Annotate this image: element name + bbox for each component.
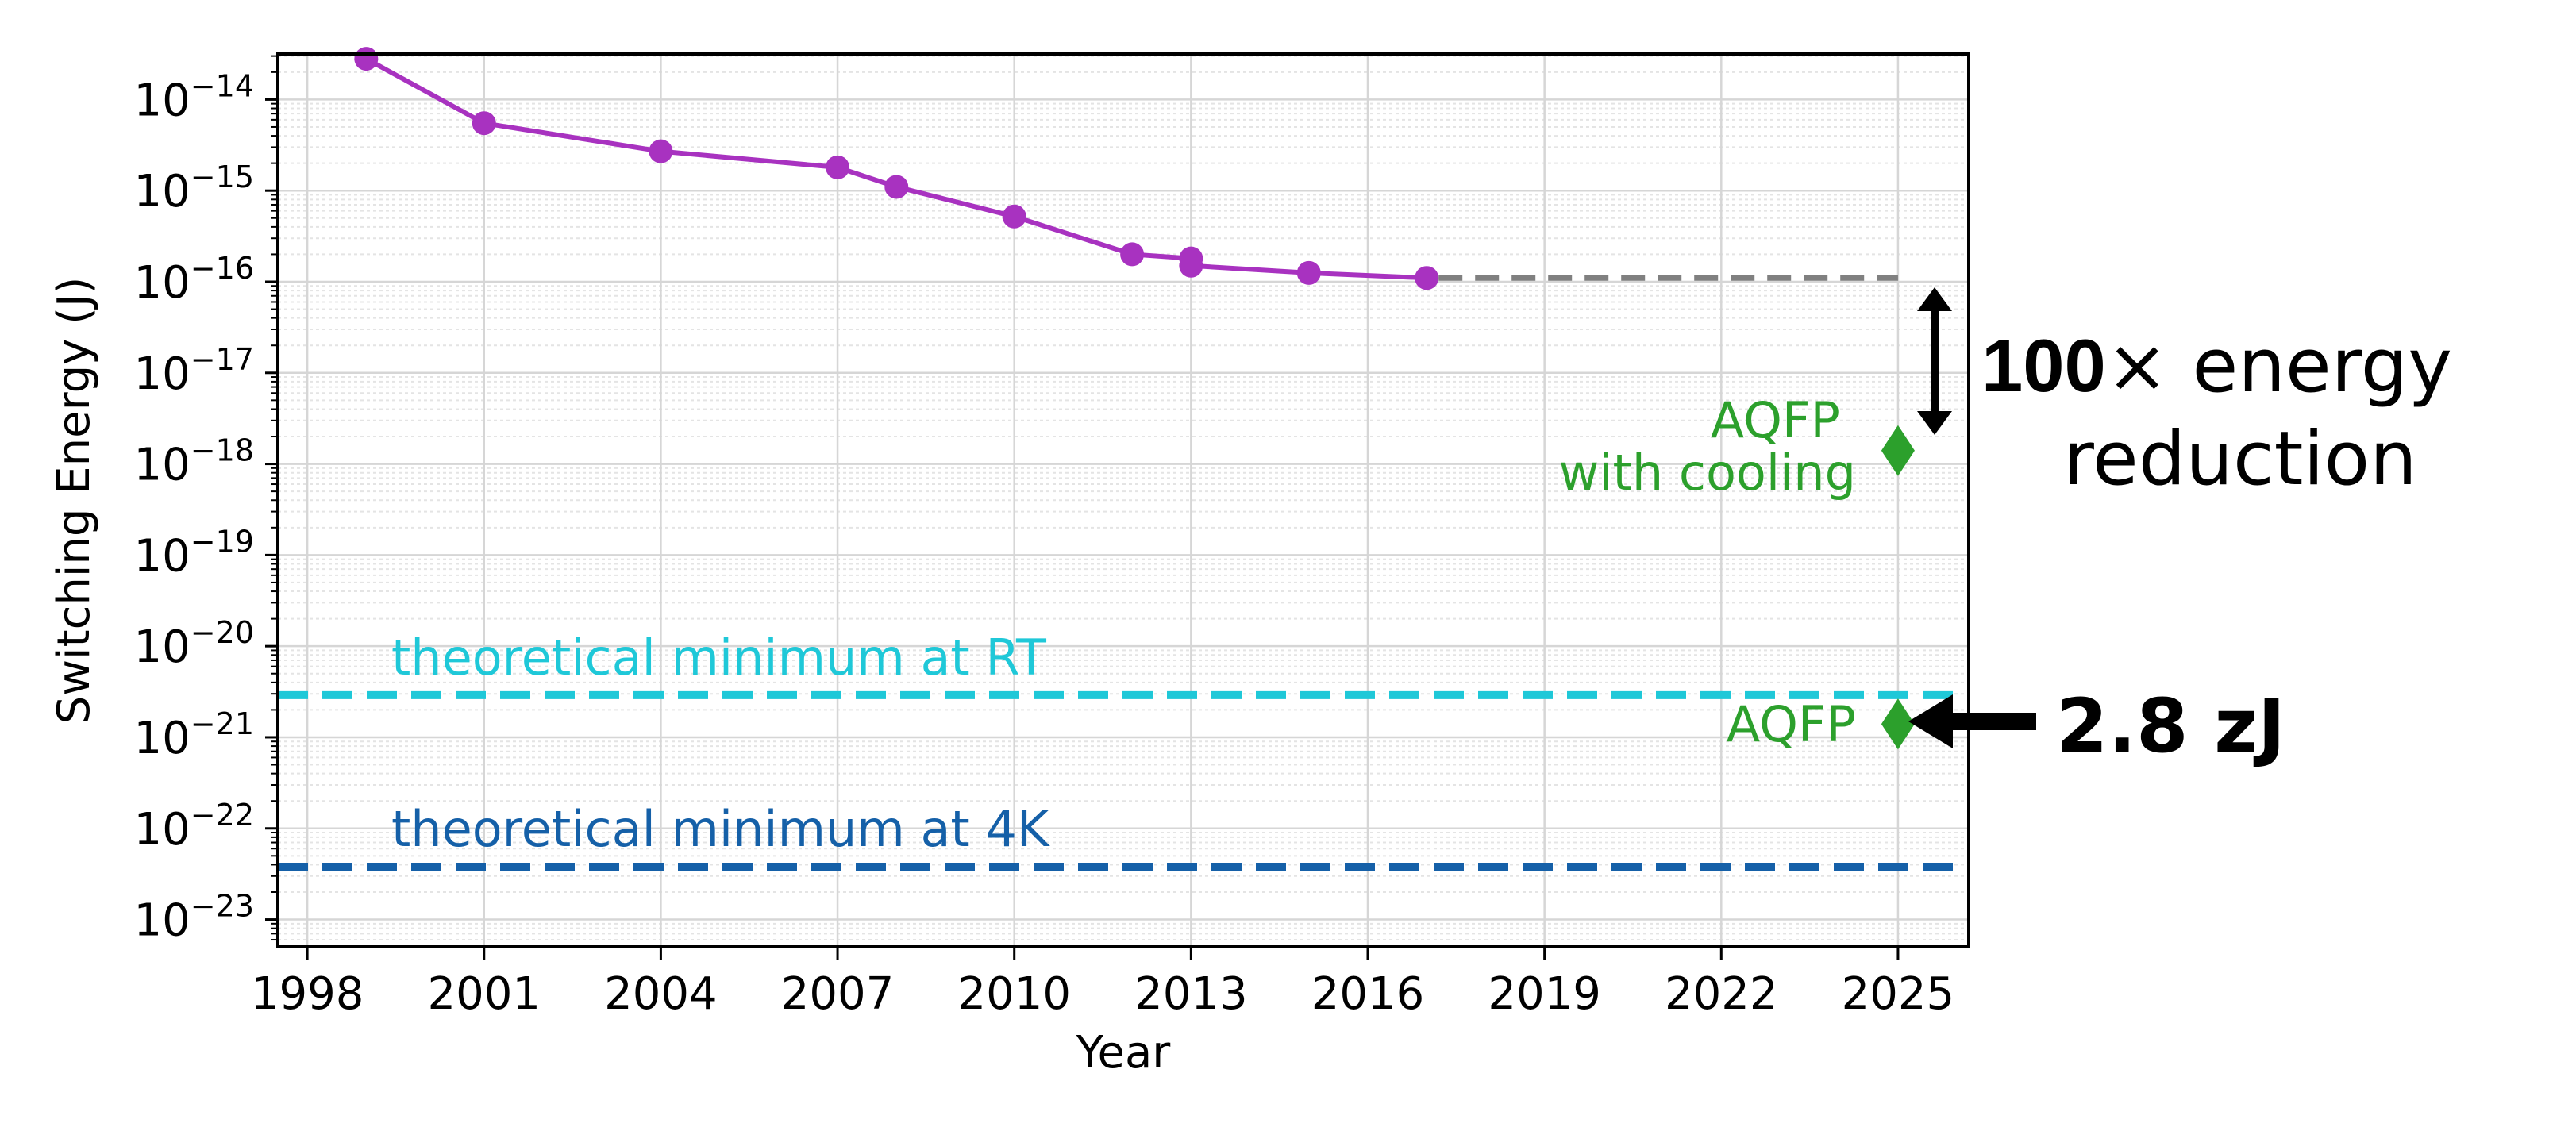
x-tick-label: 2013 xyxy=(1134,968,1248,1020)
y-tick-base: 10 xyxy=(134,804,191,856)
y-tick-exponent: −16 xyxy=(191,251,254,286)
y-tick-exponent: −20 xyxy=(191,615,254,650)
data-point xyxy=(1002,204,1026,229)
data-point xyxy=(826,155,850,179)
y-axis-label: Switching Energy (J) xyxy=(48,277,100,725)
x-tick-label: 2019 xyxy=(1488,968,1601,1020)
y-tick-base: 10 xyxy=(134,257,191,309)
aqfp-cooling-label-line2: with cooling xyxy=(1559,444,1856,502)
y-tick-label: 10−14 xyxy=(134,68,254,126)
reduction-callout: 100× energy xyxy=(1981,323,2452,410)
theoretical-minimum-lines xyxy=(278,690,1969,871)
y-tick-base: 10 xyxy=(134,621,191,673)
rt-minimum-label: theoretical minimum at RT xyxy=(391,629,1047,687)
y-tick-exponent: −15 xyxy=(191,160,254,194)
y-tick-base: 10 xyxy=(134,713,191,764)
aqfp-cooling-label-line1: AQFP xyxy=(1711,391,1840,449)
y-tick-base: 10 xyxy=(134,895,191,947)
reduction-rest: × energy xyxy=(2106,323,2452,410)
x-tick-label: 2010 xyxy=(957,968,1071,1020)
x-tick-label: 2007 xyxy=(781,968,895,1020)
series-line xyxy=(364,56,1427,281)
y-tick-label: 10−20 xyxy=(134,615,254,673)
aqfp-diamond-marker xyxy=(1881,425,1915,476)
aqfp-arrow-shaft xyxy=(1941,713,2036,730)
x-tick-label: 2004 xyxy=(604,968,718,1020)
aqfp-value-arrow xyxy=(1908,694,2036,748)
x-tick-label: 2025 xyxy=(1842,968,1955,1020)
y-tick-exponent: −19 xyxy=(191,524,254,559)
data-point xyxy=(649,139,673,163)
x-tick-label: 2001 xyxy=(427,968,541,1020)
aqfp-markers xyxy=(1881,425,1915,750)
y-tick-label: 10−16 xyxy=(134,251,254,309)
major-grid xyxy=(278,54,1969,947)
x-axis-ticks: 1998 2001 2004 2007 2010 2013 2016 2019 2022 2025 xyxy=(251,947,1954,1020)
y-tick-label: 10−19 xyxy=(134,524,254,582)
y-tick-label: 10−15 xyxy=(134,160,254,217)
reduction-callout-line2: reduction xyxy=(2063,416,2416,502)
data-point xyxy=(1415,266,1439,290)
data-point xyxy=(472,111,496,136)
reduction-arrow-head-down xyxy=(1917,411,1952,435)
y-tick-base: 10 xyxy=(134,440,191,491)
y-tick-label: 10−18 xyxy=(134,433,254,491)
data-point xyxy=(1120,242,1145,267)
y-tick-exponent: −22 xyxy=(191,798,254,833)
x-axis-label: Year xyxy=(1076,1027,1172,1079)
x-tick-label: 2022 xyxy=(1665,968,1778,1020)
y-axis-ticks: 10−1410−1510−1610−1710−1810−1910−2010−21… xyxy=(134,55,278,947)
aqfp-label: AQFP xyxy=(1727,695,1856,753)
reduction-factor: 100 xyxy=(1981,324,2106,407)
y-tick-exponent: −18 xyxy=(191,433,254,468)
aqfp-arrow-head xyxy=(1908,694,1953,748)
data-point xyxy=(1179,253,1203,278)
x-tick-label: 2016 xyxy=(1311,968,1425,1020)
y-tick-base: 10 xyxy=(134,166,191,217)
aqfp-diamond-marker xyxy=(1881,698,1915,750)
switching-energy-series xyxy=(354,47,1439,290)
data-point xyxy=(354,47,379,71)
y-tick-base: 10 xyxy=(134,530,191,582)
aqfp-value-callout: 2.8 zJ xyxy=(2056,683,2285,770)
reduction-arrow-head-up xyxy=(1917,287,1952,311)
y-tick-base: 10 xyxy=(134,75,191,126)
y-tick-exponent: −21 xyxy=(191,706,254,741)
4k-minimum-label: theoretical minimum at 4K xyxy=(391,800,1050,858)
data-point xyxy=(1296,260,1321,285)
x-tick-label: 1998 xyxy=(251,968,364,1020)
reduction-double-arrow xyxy=(1917,287,1952,435)
y-tick-exponent: −17 xyxy=(191,342,254,377)
y-tick-label: 10−22 xyxy=(134,798,254,856)
y-tick-label: 10−17 xyxy=(134,342,254,400)
y-tick-label: 10−23 xyxy=(134,889,254,947)
y-tick-exponent: −14 xyxy=(191,68,254,103)
y-tick-label: 10−21 xyxy=(134,706,254,764)
data-point xyxy=(884,175,909,199)
y-tick-base: 10 xyxy=(134,348,191,400)
y-tick-exponent: −23 xyxy=(191,889,254,924)
